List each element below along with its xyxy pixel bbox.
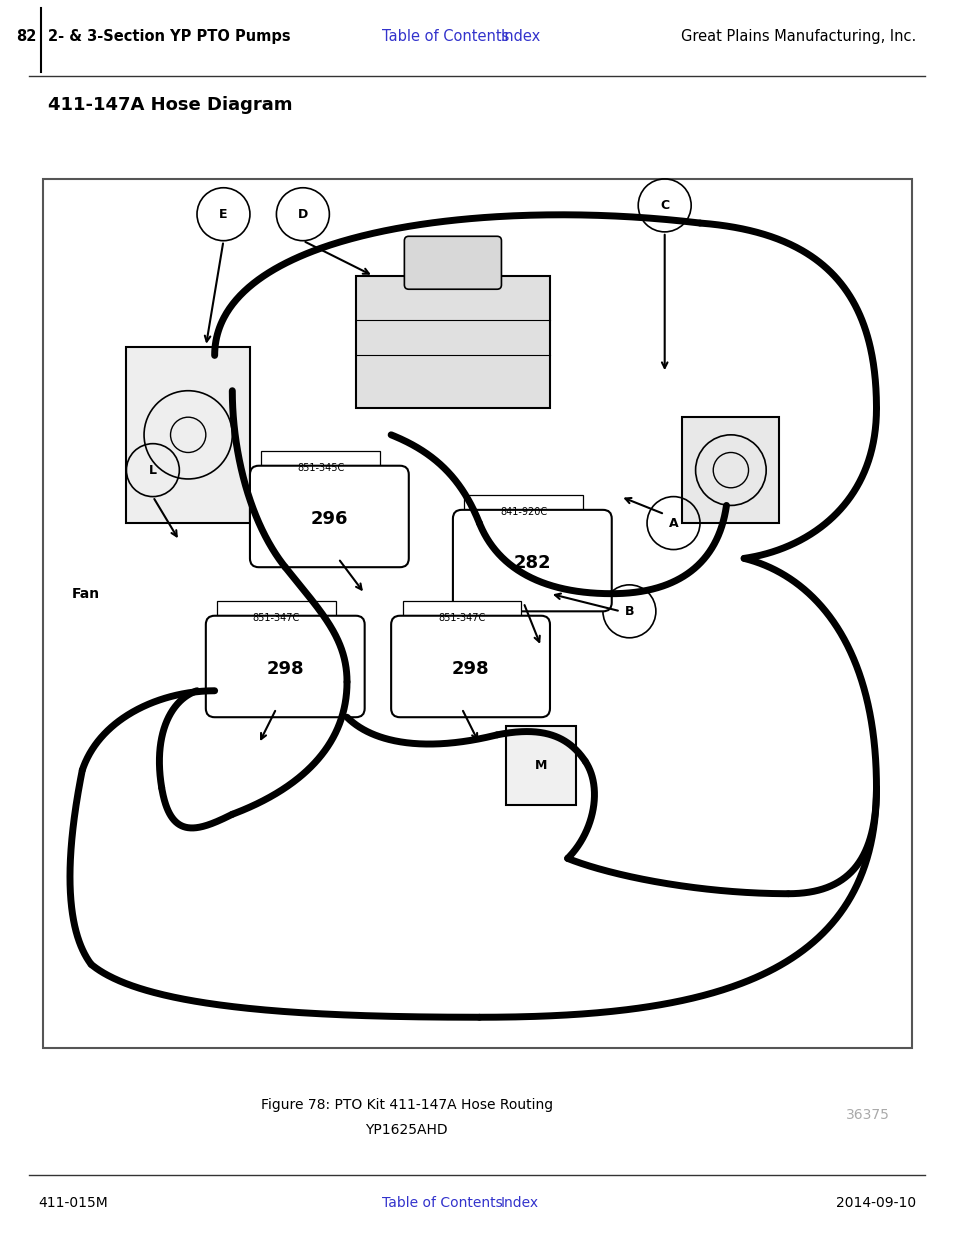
Text: 841-920C: 841-920C	[499, 508, 546, 517]
Text: L: L	[149, 463, 156, 477]
Text: E: E	[219, 207, 228, 221]
Text: 851-347C: 851-347C	[437, 614, 485, 624]
FancyBboxPatch shape	[261, 451, 379, 485]
Text: Table of Contents: Table of Contents	[381, 1195, 502, 1210]
Text: 411-147A Hose Diagram: 411-147A Hose Diagram	[48, 96, 292, 114]
Text: Figure 78: PTO Kit 411-147A Hose Routing: Figure 78: PTO Kit 411-147A Hose Routing	[260, 1098, 553, 1112]
FancyBboxPatch shape	[250, 466, 408, 567]
FancyBboxPatch shape	[206, 616, 364, 718]
Text: 851-347C: 851-347C	[253, 614, 300, 624]
FancyBboxPatch shape	[217, 600, 335, 635]
Text: Table of Contents: Table of Contents	[381, 28, 509, 43]
Text: 82: 82	[16, 28, 36, 43]
Text: 851-345C: 851-345C	[296, 463, 344, 473]
Text: 36375: 36375	[844, 1108, 888, 1123]
FancyBboxPatch shape	[391, 616, 549, 718]
Text: Great Plains Manufacturing, Inc.: Great Plains Manufacturing, Inc.	[679, 28, 915, 43]
Text: 296: 296	[311, 510, 348, 527]
Text: B: B	[624, 605, 634, 618]
FancyBboxPatch shape	[126, 347, 250, 524]
Text: D: D	[297, 207, 308, 221]
Text: M: M	[535, 760, 547, 772]
FancyBboxPatch shape	[464, 495, 582, 530]
FancyBboxPatch shape	[402, 600, 520, 635]
Text: 282: 282	[513, 553, 551, 572]
Text: C: C	[659, 199, 669, 212]
Text: Fan: Fan	[71, 587, 100, 600]
Text: Index: Index	[500, 1195, 538, 1210]
Text: YP1625AHD: YP1625AHD	[365, 1123, 448, 1137]
FancyBboxPatch shape	[505, 726, 576, 805]
Text: 411-015M: 411-015M	[38, 1195, 108, 1210]
Text: Index: Index	[500, 28, 540, 43]
Text: 298: 298	[452, 659, 489, 678]
Text: A: A	[668, 516, 678, 530]
FancyBboxPatch shape	[453, 510, 611, 611]
Text: 2014-09-10: 2014-09-10	[835, 1195, 915, 1210]
FancyBboxPatch shape	[681, 417, 779, 524]
Text: 2- & 3-Section YP PTO Pumps: 2- & 3-Section YP PTO Pumps	[48, 28, 290, 43]
Text: 298: 298	[266, 659, 304, 678]
FancyBboxPatch shape	[355, 275, 549, 409]
FancyBboxPatch shape	[404, 236, 501, 289]
